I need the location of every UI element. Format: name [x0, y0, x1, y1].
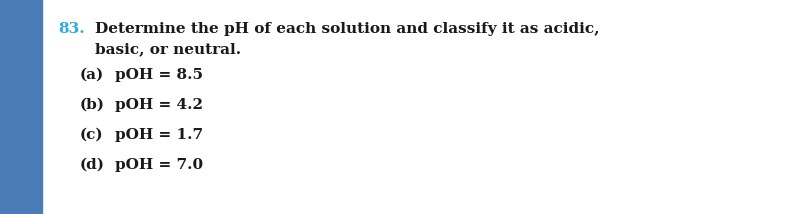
Text: (b): (b): [80, 98, 105, 112]
Text: (a): (a): [80, 68, 105, 82]
Text: basic, or neutral.: basic, or neutral.: [95, 42, 241, 56]
Text: (d): (d): [80, 158, 105, 172]
Text: pOH = 4.2: pOH = 4.2: [115, 98, 203, 112]
Text: pOH = 7.0: pOH = 7.0: [115, 158, 203, 172]
Text: Determine the pH of each solution and classify it as acidic,: Determine the pH of each solution and cl…: [95, 22, 599, 36]
Bar: [0, 0, 42, 214]
Text: pOH = 8.5: pOH = 8.5: [115, 68, 203, 82]
Text: pOH = 1.7: pOH = 1.7: [115, 128, 203, 142]
Text: (c): (c): [80, 128, 104, 142]
Text: 83.: 83.: [58, 22, 85, 36]
